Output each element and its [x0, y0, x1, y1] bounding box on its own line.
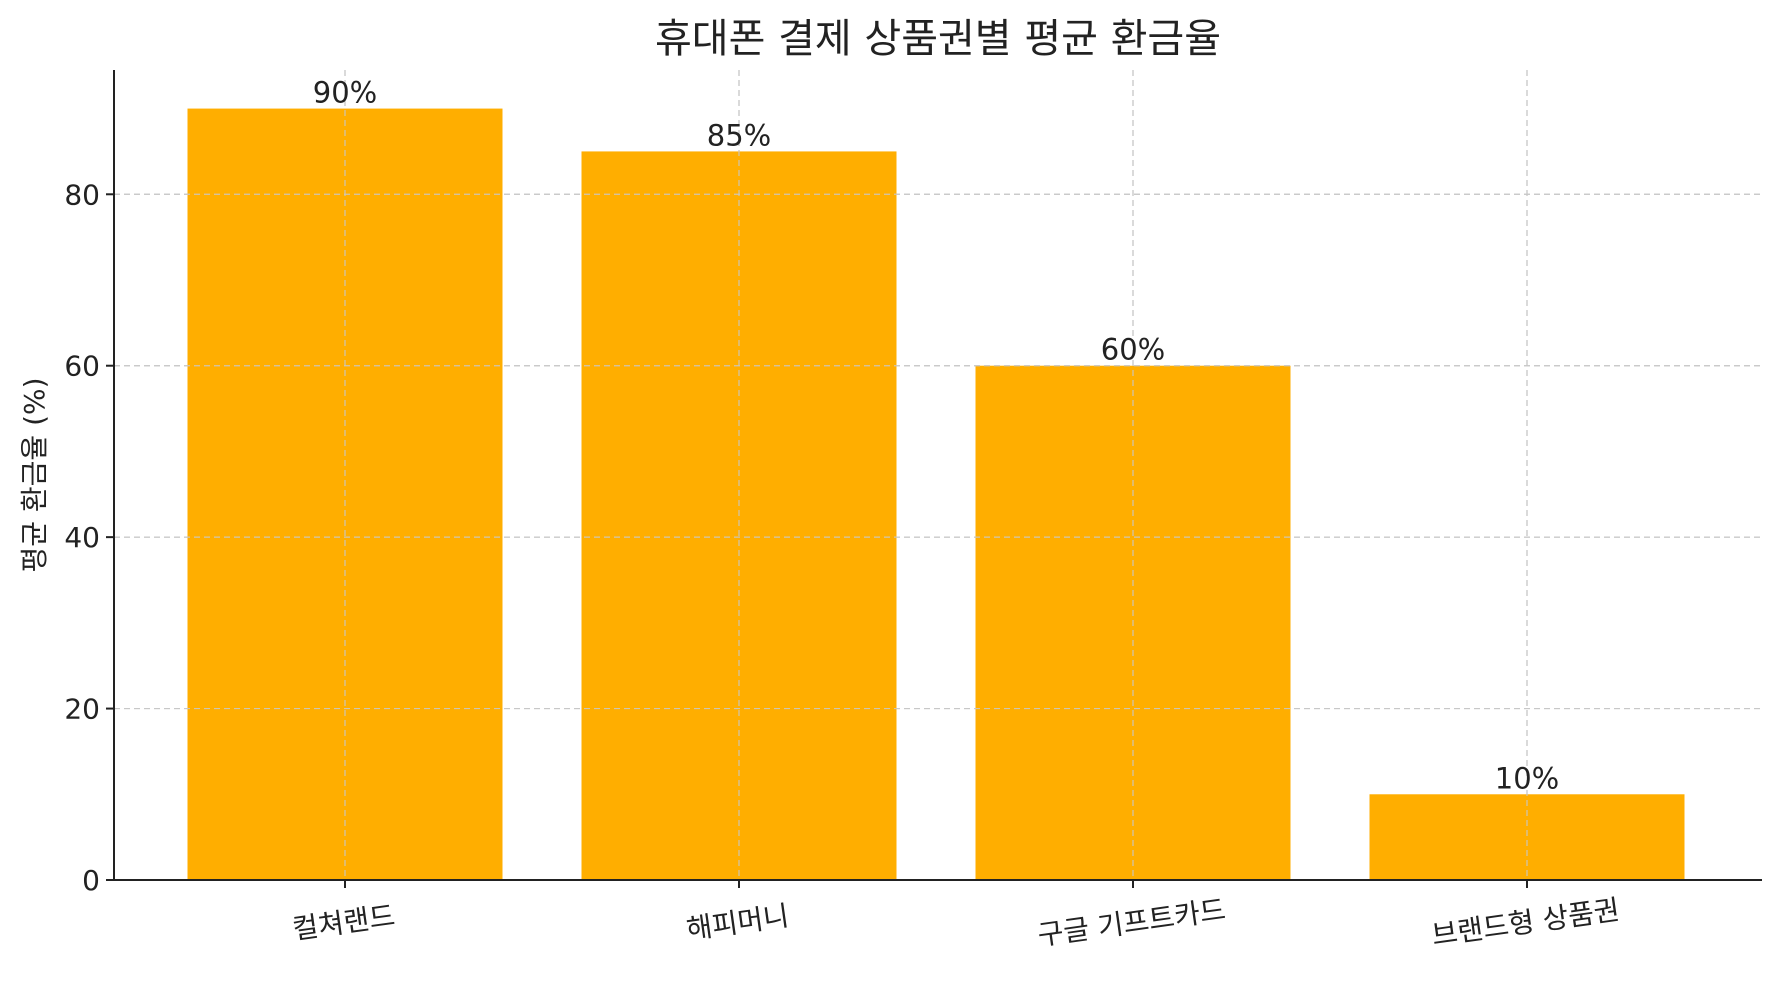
- x-tick-label: 컬쳐랜드: [290, 899, 397, 946]
- y-tick-label: 80: [64, 178, 100, 211]
- bar-value-label: 10%: [1495, 761, 1559, 795]
- bar-value-label: 60%: [1101, 333, 1165, 367]
- y-tick-label: 0: [82, 864, 100, 897]
- bar: [1369, 794, 1685, 880]
- x-tick-label: 브랜드형 상품권: [1430, 893, 1622, 952]
- bar-value-label: 85%: [707, 118, 771, 152]
- chart-title: 휴대폰 결제 상품권별 평균 환금율: [655, 16, 1221, 62]
- bar-value-label: 90%: [313, 76, 377, 110]
- y-tick-label: 40: [64, 521, 100, 554]
- y-tick-label: 60: [64, 350, 100, 383]
- x-tick-label: 구글 기프트카드: [1036, 893, 1228, 952]
- bars: [114, 70, 1762, 881]
- y-tick-label: 20: [64, 693, 100, 726]
- x-tick-label: 해피머니: [684, 899, 791, 946]
- y-axis-label: 평균 환금율 (%): [18, 377, 51, 572]
- axes: [106, 70, 1762, 888]
